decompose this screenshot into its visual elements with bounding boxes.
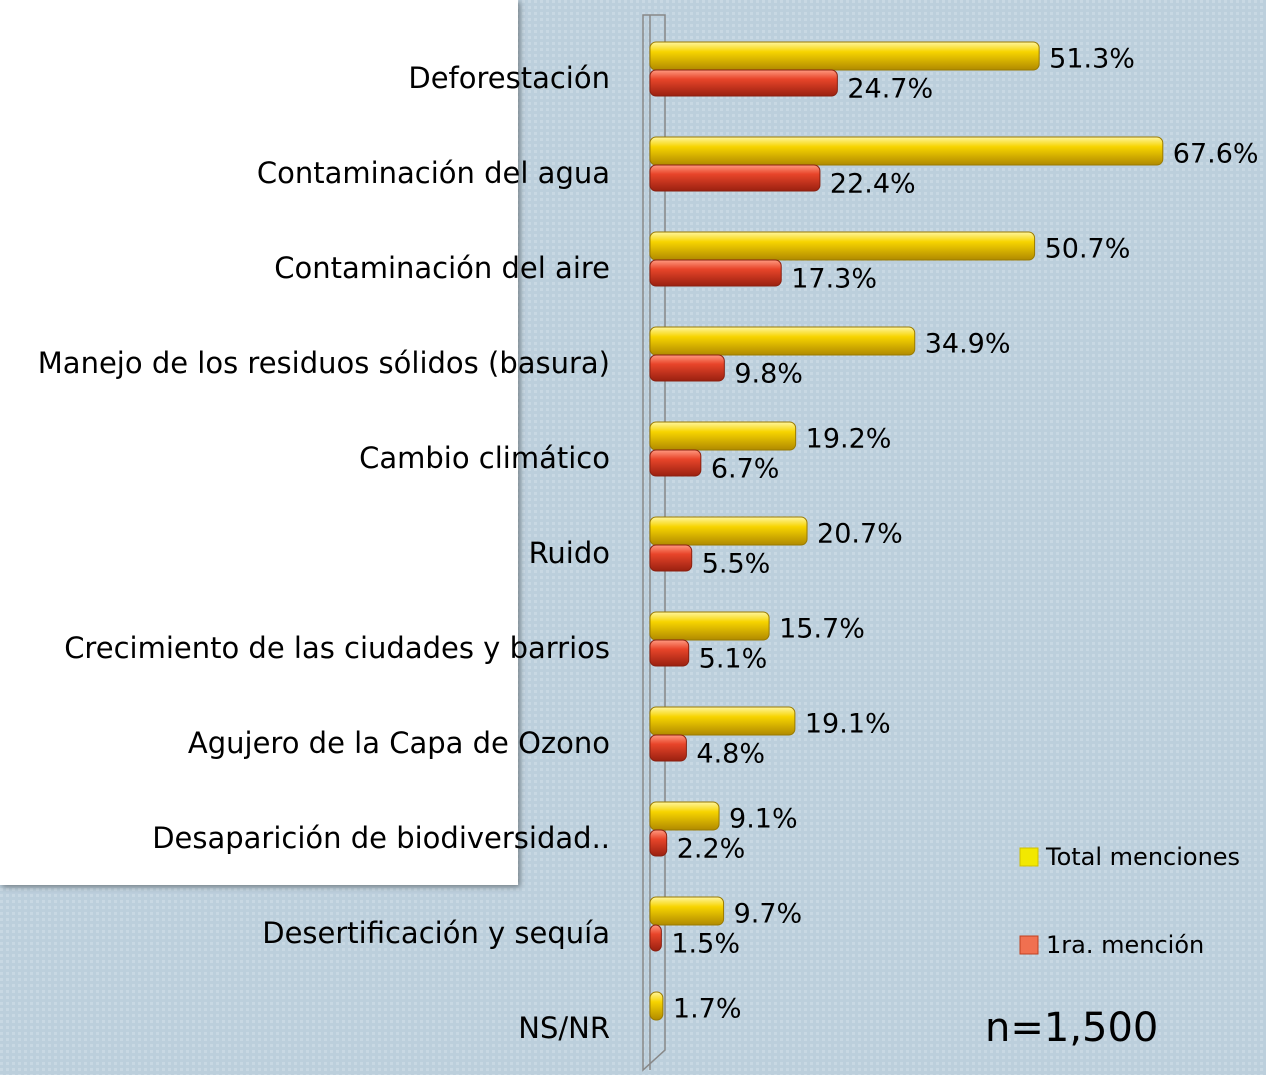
legend-label: Total menciones: [1045, 843, 1240, 871]
value-label: 20.7%: [817, 519, 903, 550]
category-label: Contaminación del agua: [257, 156, 610, 190]
value-label: 5.5%: [702, 549, 771, 580]
bar: [649, 449, 702, 477]
category-label: Desaparición de biodiversidad..: [152, 821, 610, 855]
bar: [649, 69, 838, 97]
bar: [649, 639, 690, 667]
legend-swatch: [1019, 847, 1039, 867]
value-label: 17.3%: [791, 264, 877, 295]
bar: [649, 326, 916, 356]
bar: [649, 516, 808, 546]
value-label: 6.7%: [711, 454, 780, 485]
bar: [649, 354, 725, 382]
legend-swatch: [1019, 935, 1039, 955]
value-label: 50.7%: [1045, 234, 1131, 265]
bar: [649, 734, 687, 762]
bar: [649, 896, 725, 926]
bar: [649, 259, 782, 287]
legend-label: 1ra. mención: [1046, 931, 1204, 959]
value-label: 24.7%: [847, 74, 933, 105]
value-label: 1.7%: [673, 994, 742, 1025]
value-label: 34.9%: [925, 329, 1011, 360]
value-label: 9.7%: [734, 899, 803, 930]
value-label: 2.2%: [677, 834, 746, 865]
category-label: Agujero de la Capa de Ozono: [188, 726, 610, 760]
bar: [649, 611, 770, 641]
value-label: 5.1%: [699, 644, 768, 675]
value-label: 4.8%: [696, 739, 765, 770]
value-label: 1.5%: [671, 929, 740, 960]
value-label: 22.4%: [830, 169, 916, 200]
bar: [649, 164, 821, 192]
category-label: NS/NR: [518, 1011, 610, 1045]
bar: [649, 801, 720, 831]
category-label: Crecimiento de las ciudades y barrios: [64, 631, 610, 665]
bar: [649, 829, 668, 857]
bar: [649, 421, 797, 451]
category-label: Desertificación y sequía: [262, 916, 610, 950]
value-label: 51.3%: [1049, 44, 1135, 75]
category-label: Cambio climático: [359, 441, 610, 475]
bar: [649, 706, 796, 736]
bar: [649, 41, 1040, 71]
bar: [649, 924, 662, 952]
value-label: 15.7%: [779, 614, 865, 645]
panel: [0, 0, 518, 885]
category-label: Ruido: [529, 536, 610, 570]
bar: [649, 544, 693, 572]
category-label: Contaminación del aire: [274, 251, 610, 285]
bar: [649, 991, 664, 1021]
value-label: 19.2%: [806, 424, 892, 455]
bar: [649, 136, 1164, 166]
value-label: 9.1%: [729, 804, 798, 835]
axis-wall: [642, 14, 666, 1072]
value-label: 9.8%: [734, 359, 803, 390]
annotation: n=1,500: [985, 1005, 1158, 1051]
category-label: Deforestación: [408, 61, 610, 95]
bar: [649, 231, 1036, 261]
category-label: Manejo de los residuos sólidos (basura): [38, 346, 610, 380]
value-label: 19.1%: [805, 709, 891, 740]
value-label: 67.6%: [1173, 139, 1259, 170]
